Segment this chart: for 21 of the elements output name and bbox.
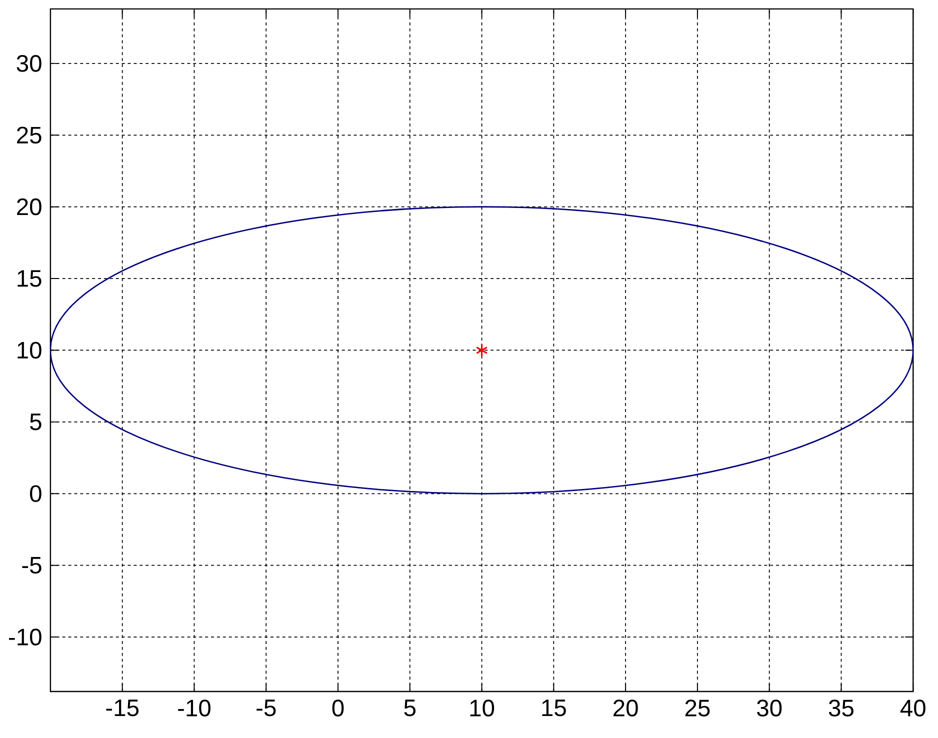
y-tick-label: 20 xyxy=(17,198,42,216)
x-tick-label: 20 xyxy=(614,700,638,716)
y-tick-label: 25 xyxy=(17,126,42,144)
y-tick-label: -10 xyxy=(8,628,42,646)
x-tick-label: 15 xyxy=(542,700,566,716)
y-tick-label: 30 xyxy=(16,54,42,72)
x-tick-label: 30 xyxy=(757,700,782,716)
x-tick-label: 5 xyxy=(404,700,416,716)
x-tick-label: 35 xyxy=(828,700,854,716)
y-tick-label: 0 xyxy=(30,485,42,502)
x-tick-label: -5 xyxy=(256,700,276,716)
y-tick-label: 15 xyxy=(18,270,42,287)
x-tick-label: 0 xyxy=(332,700,344,716)
x-tick-label: -10 xyxy=(178,700,210,716)
x-tick-label: -15 xyxy=(106,700,139,716)
x-tick-label: 40 xyxy=(900,700,926,716)
y-tick-label: -5 xyxy=(22,556,42,574)
x-tick-label: 10 xyxy=(470,700,494,716)
x-tick-label: 25 xyxy=(685,700,710,716)
y-tick-label: 10 xyxy=(18,342,42,359)
y-tick-label: 5 xyxy=(30,413,42,430)
